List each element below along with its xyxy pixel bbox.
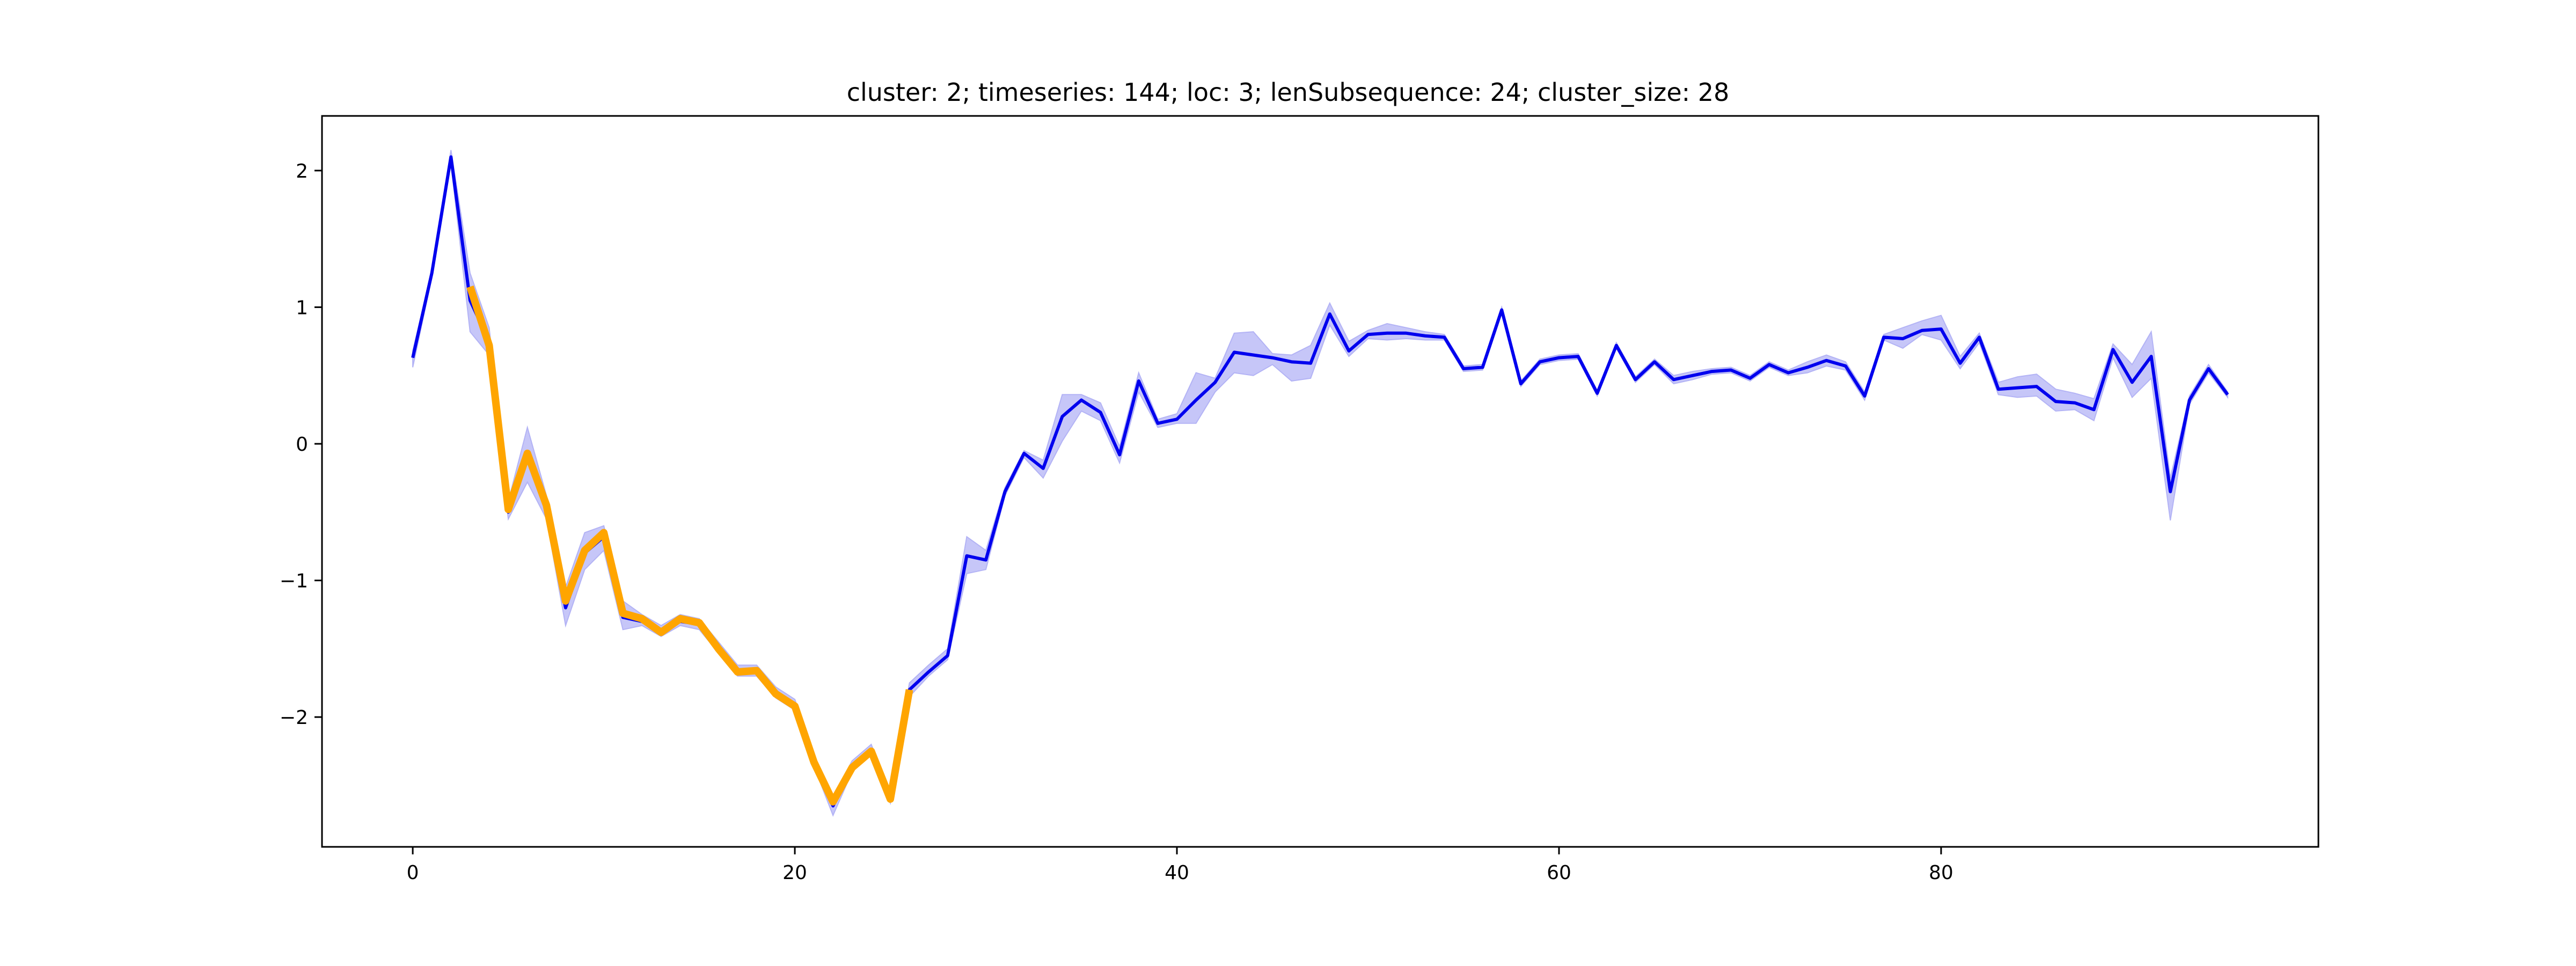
- subsequence-line: [466, 286, 913, 806]
- y-tick-label: 2: [296, 160, 308, 182]
- y-axis: 2 1 0 −1 −2: [280, 160, 322, 729]
- x-axis: 0 20 40 60 80: [407, 847, 1953, 884]
- x-tick-label: 20: [782, 862, 807, 884]
- y-tick-label: 0: [296, 434, 308, 456]
- y-tick-label: −1: [280, 570, 308, 592]
- x-tick-label: 0: [407, 862, 419, 884]
- x-tick-label: 40: [1165, 862, 1189, 884]
- y-tick-label: −2: [280, 707, 308, 729]
- mean-series-line: [411, 155, 2229, 808]
- y-tick-label: 1: [296, 297, 308, 319]
- x-tick-label: 80: [1929, 862, 1953, 884]
- chart-title: cluster: 2; timeseries: 144; loc: 3; len…: [847, 78, 1730, 107]
- plot-area: [411, 150, 2229, 817]
- x-tick-label: 60: [1547, 862, 1571, 884]
- confidence-band: [412, 150, 2228, 817]
- axes-frame: [321, 115, 2319, 848]
